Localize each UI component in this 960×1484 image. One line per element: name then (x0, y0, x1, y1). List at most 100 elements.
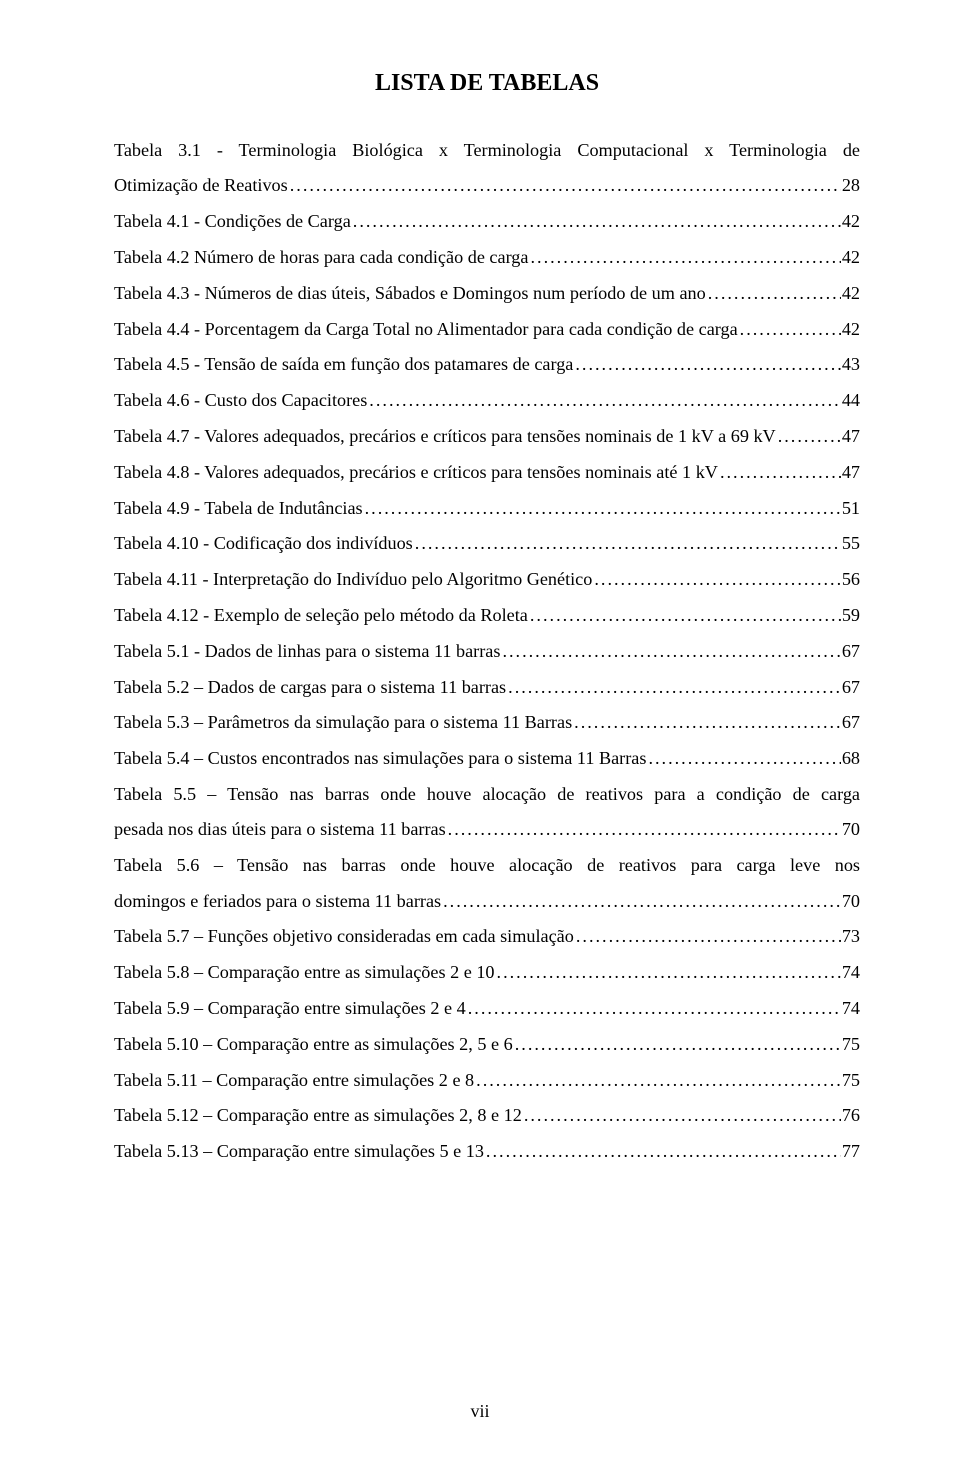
toc-leader (573, 355, 840, 373)
toc-entry-label: domingos e feriados para o sistema 11 ba… (114, 892, 441, 910)
toc-entry: Tabela 5.12 – Comparação entre as simula… (114, 1106, 860, 1124)
toc-entry-page: 70 (841, 820, 860, 838)
toc-leader (441, 892, 841, 910)
toc-leader (706, 284, 841, 302)
toc-entry-label: Tabela 5.2 – Dados de cargas para o sist… (114, 678, 506, 696)
toc-entry: Tabela 5.13 – Comparação entre simulaçõe… (114, 1142, 860, 1160)
toc-entry-line2-wrap: domingos e feriados para o sistema 11 ba… (114, 892, 860, 910)
toc-entry: Tabela 5.4 – Custos encontrados nas simu… (114, 749, 860, 767)
toc-entry: Tabela 5.5 – Tensão nas barras onde houv… (114, 785, 860, 839)
toc-entry-line2-wrap: pesada nos dias úteis para o sistema 11 … (114, 820, 860, 838)
toc-entry: Tabela 5.3 – Parâmetros da simulação par… (114, 713, 860, 731)
toc-entry-page: 73 (841, 927, 860, 945)
toc-entry-line1: Tabela 3.1 - Terminologia Biológica x Te… (114, 141, 860, 159)
toc-entry: Tabela 5.10 – Comparação entre as simula… (114, 1035, 860, 1053)
toc-leader (367, 391, 841, 409)
toc-entry: Tabela 5.1 - Dados de linhas para o sist… (114, 642, 860, 660)
toc-entry-page: 68 (841, 749, 860, 767)
toc-entry: Tabela 5.7 – Funções objetivo considerad… (114, 927, 860, 945)
toc-entry-line2-wrap: Otimização de Reativos 28 (114, 176, 860, 194)
toc-leader (522, 1106, 841, 1124)
toc-leader (363, 499, 841, 517)
toc-leader (738, 320, 841, 338)
toc-entry-page: 59 (841, 606, 860, 624)
toc-entry: Tabela 5.8 – Comparação entre as simulaç… (114, 963, 860, 981)
toc-leader (528, 248, 840, 266)
toc-entry-label: Tabela 5.8 – Comparação entre as simulaç… (114, 963, 495, 981)
toc-entry-label: Tabela 4.5 - Tensão de saída em função d… (114, 355, 573, 373)
toc-leader (484, 1142, 841, 1160)
toc-entry-page: 43 (841, 355, 860, 373)
toc-entry-label: Tabela 4.8 - Valores adequados, precário… (114, 463, 718, 481)
toc-entry-page: 67 (841, 678, 860, 696)
toc-entry-label: Tabela 4.1 - Condições de Carga (114, 212, 351, 230)
toc-entry-label: Tabela 4.11 - Interpretação do Indivíduo… (114, 570, 592, 588)
toc-entry-page: 51 (841, 499, 860, 517)
toc-entry-label: Tabela 5.1 - Dados de linhas para o sist… (114, 642, 500, 660)
toc-entry-page: 55 (841, 534, 860, 552)
toc-entry: Tabela 4.10 - Codificação dos indivíduos… (114, 534, 860, 552)
toc-entry: Tabela 4.9 - Tabela de Indutâncias51 (114, 499, 860, 517)
toc-leader (413, 534, 841, 552)
toc-entry-label: Tabela 4.7 - Valores adequados, precário… (114, 427, 776, 445)
toc-entry: Tabela 4.6 - Custo dos Capacitores 44 (114, 391, 860, 409)
toc-entry-label: Tabela 4.2 Número de horas para cada con… (114, 248, 528, 266)
toc-entry-page: 77 (841, 1142, 860, 1160)
toc-entry-label: Tabela 4.6 - Custo dos Capacitores (114, 391, 367, 409)
toc-entry-page: 56 (841, 570, 860, 588)
toc-entry-page: 76 (841, 1106, 860, 1124)
toc-leader (572, 713, 841, 731)
toc-entry: Tabela 5.6 – Tensão nas barras onde houv… (114, 856, 860, 910)
toc-entry-label: Tabela 5.9 – Comparação entre simulações… (114, 999, 466, 1017)
page-number-footer: vii (0, 1401, 960, 1422)
toc-entry-page: 42 (841, 284, 860, 302)
toc-entry-line1: Tabela 5.6 – Tensão nas barras onde houv… (114, 856, 860, 874)
toc-entry: Tabela 5.11 – Comparação entre simulaçõe… (114, 1071, 860, 1089)
page: LISTA DE TABELAS Tabela 3.1 - Terminolog… (0, 0, 960, 1484)
toc-entry: Tabela 4.12 - Exemplo de seleção pelo mé… (114, 606, 860, 624)
toc-entry-label: pesada nos dias úteis para o sistema 11 … (114, 820, 446, 838)
toc-leader (351, 212, 841, 230)
toc-leader (718, 463, 841, 481)
toc-entry: Tabela 4.11 - Interpretação do Indivíduo… (114, 570, 860, 588)
toc-entry-page: 47 (841, 463, 860, 481)
toc-entry-label: Otimização de Reativos (114, 176, 288, 194)
toc-leader (506, 678, 841, 696)
toc-entry-page: 67 (841, 713, 860, 731)
toc-entry-label: Tabela 4.12 - Exemplo de seleção pelo mé… (114, 606, 528, 624)
toc-entry-label: Tabela 4.3 - Números de dias úteis, Sába… (114, 284, 706, 302)
toc-entry-page: 67 (841, 642, 860, 660)
toc-leader (528, 606, 841, 624)
toc-leader (776, 427, 841, 445)
toc-entries: Tabela 3.1 - Terminologia Biológica x Te… (114, 141, 860, 1160)
toc-entry-label: Tabela 5.4 – Custos encontrados nas simu… (114, 749, 646, 767)
page-title: LISTA DE TABELAS (114, 70, 860, 97)
toc-entry: Tabela 4.1 - Condições de Carga42 (114, 212, 860, 230)
toc-entry: Tabela 5.2 – Dados de cargas para o sist… (114, 678, 860, 696)
toc-entry-page: 44 (841, 391, 860, 409)
toc-leader (474, 1071, 841, 1089)
toc-entry-page: 28 (841, 176, 860, 194)
toc-entry-label: Tabela 5.7 – Funções objetivo considerad… (114, 927, 574, 945)
toc-entry-page: 75 (841, 1071, 860, 1089)
toc-leader (288, 176, 841, 194)
toc-entry-page: 42 (841, 248, 860, 266)
toc-entry: Tabela 4.4 - Porcentagem da Carga Total … (114, 320, 860, 338)
toc-entry-page: 74 (841, 963, 860, 981)
toc-entry-label: Tabela 4.10 - Codificação dos indivíduos (114, 534, 413, 552)
toc-entry-page: 70 (841, 892, 860, 910)
toc-entry: Tabela 4.5 - Tensão de saída em função d… (114, 355, 860, 373)
toc-entry-page: 47 (841, 427, 860, 445)
toc-entry: Tabela 5.9 – Comparação entre simulações… (114, 999, 860, 1017)
toc-entry: Tabela 4.8 - Valores adequados, precário… (114, 463, 860, 481)
toc-entry-line1: Tabela 5.5 – Tensão nas barras onde houv… (114, 785, 860, 803)
toc-entry: Tabela 4.2 Número de horas para cada con… (114, 248, 860, 266)
toc-entry: Tabela 3.1 - Terminologia Biológica x Te… (114, 141, 860, 195)
toc-leader (495, 963, 841, 981)
toc-entry-page: 75 (841, 1035, 860, 1053)
toc-entry-label: Tabela 5.10 – Comparação entre as simula… (114, 1035, 513, 1053)
toc-entry-page: 42 (841, 320, 860, 338)
toc-leader (592, 570, 840, 588)
toc-leader (446, 820, 841, 838)
toc-leader (646, 749, 840, 767)
